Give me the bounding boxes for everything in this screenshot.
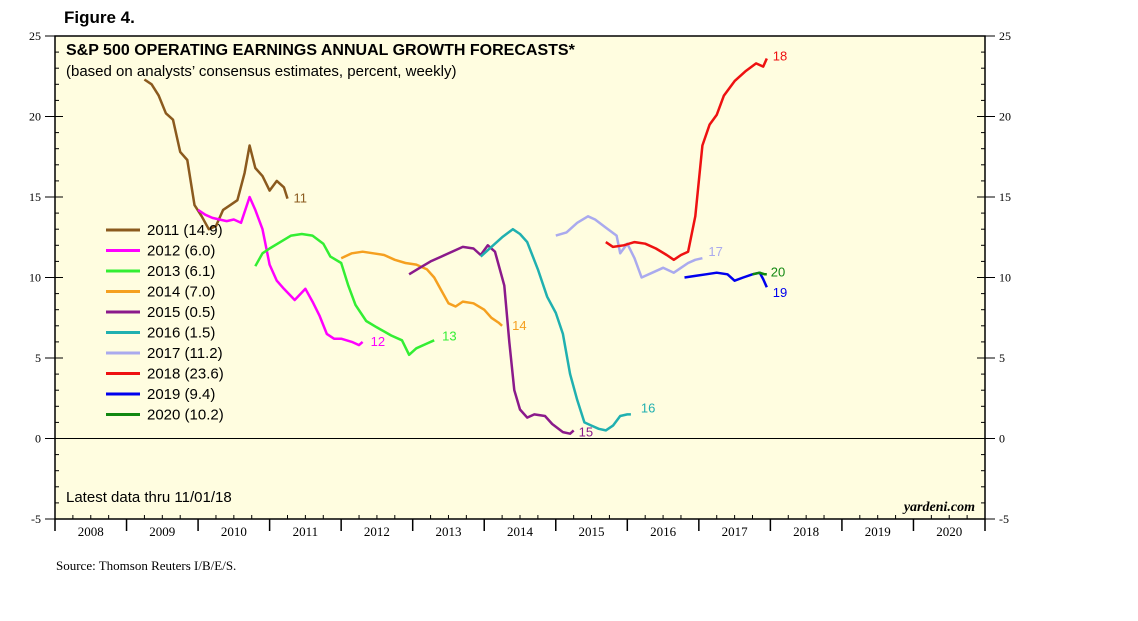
x-tick-label: 2015 [579,524,605,539]
legend-label-2019: 2019 (9.4) [147,386,215,403]
end-label-2011: 11 [294,191,308,206]
series-line-2013 [254,232,435,357]
end-label-2015: 15 [579,424,593,439]
y-tick-label-left: 20 [29,110,41,124]
legend-label-2013: 2013 (6.1) [147,263,215,280]
end-labels: 11 12 13 14 15 16 17 18 19 20 [294,49,788,440]
y-tick-label-left: 25 [29,29,41,43]
legend-label-2014: 2014 (7.0) [147,284,215,301]
x-tick-label: 2018 [793,524,819,539]
y-tick-label-right: 10 [999,271,1011,285]
end-label-2020: 20 [771,264,785,279]
end-label-2017: 17 [708,244,722,259]
end-label-2012: 12 [371,334,385,349]
y-tick-label-left: 0 [35,432,41,446]
y-tick-label-left: 5 [35,351,41,365]
end-label-2019: 19 [773,285,787,300]
x-tick-label: 2011 [293,524,319,539]
series-line-2016 [479,227,631,432]
end-label-2013: 13 [442,328,456,343]
series-line-2018 [605,57,768,262]
series-line-2017 [555,215,703,279]
legend-label-2012: 2012 (6.0) [147,243,215,260]
y-tick-label-right: 5 [999,351,1005,365]
legend-label-2018: 2018 (23.6) [147,366,224,383]
series-line-2019 [684,271,768,288]
series-group [143,57,768,435]
y-tick-label-left: -5 [31,512,41,526]
x-tick-label: 2009 [149,524,175,539]
legend: 2011 (14.9) 2012 (6.0) 2013 (6.1) 2014 (7.0… [106,222,224,424]
y-tick-label-right: 20 [999,110,1011,124]
x-tick-label: 2016 [650,524,677,539]
chart-subtitle: (based on analysts’ consensus estimates,… [66,63,456,80]
figure-label: Figure 4. [64,8,135,27]
x-tick-label: 2014 [507,524,534,539]
end-label-2014: 14 [512,318,526,333]
x-tick-label: 2010 [221,524,247,539]
legend-label-2015: 2015 (0.5) [147,304,215,321]
legend-label-2020: 2020 (10.2) [147,407,224,424]
series-line-2020 [752,271,767,276]
series-line-2011 [143,78,289,231]
y-tick-label-right: 0 [999,432,1005,446]
legend-label-2016: 2016 (1.5) [147,325,215,342]
y-tick-label-right: 15 [999,190,1011,204]
x-tick-label: 2008 [78,524,104,539]
x-tick-label: 2013 [435,524,461,539]
y-tick-label-right: -5 [999,512,1009,526]
series-line-2014 [340,250,503,327]
series-line-2012 [197,195,364,347]
series-line-2015 [408,244,575,435]
brand-label: yardeni.com [902,500,975,515]
legend-label-2017: 2017 (11.2) [147,345,223,362]
chart-title: S&P 500 OPERATING EARNINGS ANNUAL GROWTH… [66,42,576,59]
end-label-2016: 16 [641,400,655,415]
x-tick-label: 2019 [865,524,891,539]
end-label-2018: 18 [773,49,787,64]
y-tick-label-right: 25 [999,29,1011,43]
y-tick-label-left: 10 [29,271,41,285]
x-tick-label: 2020 [936,524,962,539]
latest-data-note: Latest data thru 11/01/18 [66,489,232,506]
source-note: Source: Thomson Reuters I/B/E/S. [56,558,237,573]
x-tick-label: 2017 [722,524,749,539]
legend-label-2011: 2011 (14.9) [147,222,223,239]
y-tick-label-left: 15 [29,190,41,204]
x-tick-label: 2012 [364,524,390,539]
